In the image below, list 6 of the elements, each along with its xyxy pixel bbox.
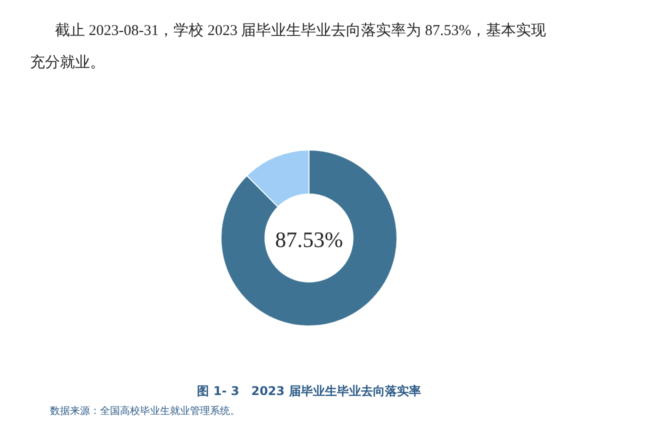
data-label: 87.53%: [275, 227, 343, 252]
text: 截止 2023-08-31，学校 2023 届毕业生毕业去向落实率为 87.53%，基本实现: [55, 22, 546, 39]
text: 图 1- 3 2023 届毕业生毕业去向落实率: [197, 384, 421, 398]
source-note: 数据来源：全国高校毕业生就业管理系统。: [50, 405, 240, 417]
text: 充分就业。: [30, 54, 105, 71]
donut-slice: [220, 150, 398, 326]
